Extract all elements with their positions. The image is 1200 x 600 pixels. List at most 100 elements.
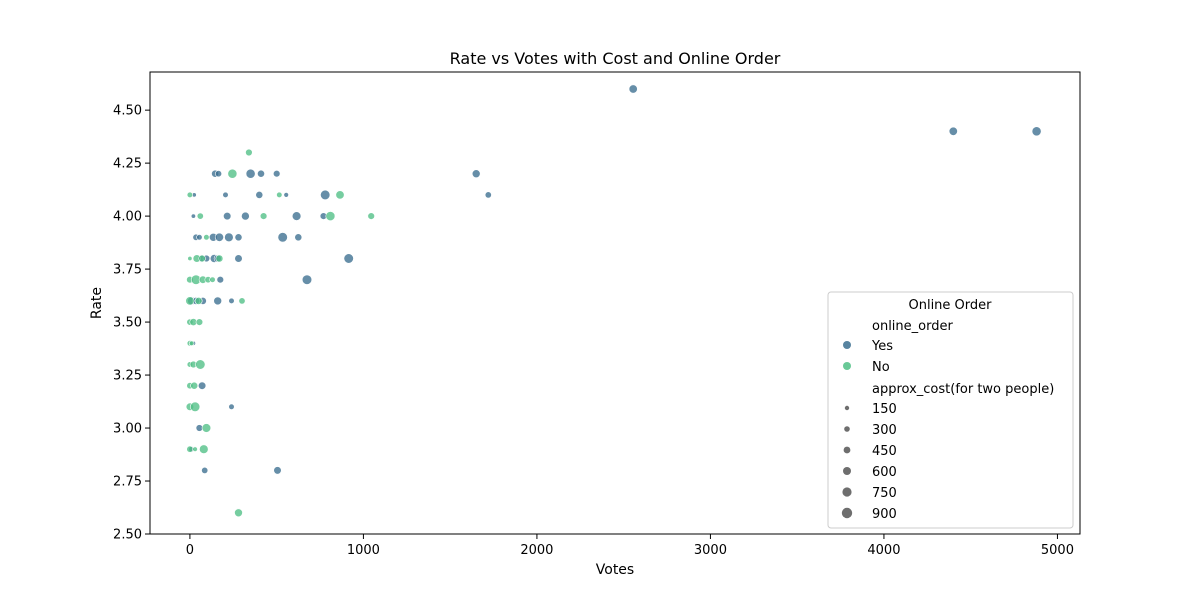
legend: Online Order online_order Yes No approx_c… (827, 291, 1074, 529)
y-tick-label: 3.50 (113, 316, 142, 331)
data-point-yes (301, 274, 313, 285)
data-point-yes (241, 211, 250, 221)
data-point-no (199, 444, 209, 454)
data-point-yes (190, 213, 196, 219)
data-point-yes (255, 190, 264, 199)
data-point-no (325, 211, 336, 221)
y-tick-label: 3.00 (113, 422, 142, 437)
legend-size-label: 300 (872, 423, 897, 438)
data-point-no (201, 423, 212, 433)
data-point-yes (273, 170, 281, 178)
legend-size-marker (842, 487, 852, 497)
x-axis-label: Votes (596, 562, 634, 578)
data-point-no (234, 508, 243, 518)
data-point-yes (224, 232, 234, 243)
data-point-yes (222, 191, 229, 198)
data-point-no (198, 254, 206, 263)
data-point-yes (273, 466, 282, 475)
legend-hue-label: Yes (871, 339, 893, 354)
data-point-yes (228, 403, 235, 410)
data-point-no (259, 212, 268, 220)
legend-swatch-no (843, 362, 851, 370)
data-point-yes (214, 232, 224, 242)
data-point-yes (948, 126, 958, 136)
data-point-yes (343, 253, 354, 264)
data-point-yes (198, 381, 207, 390)
y-axis-label: Rate (89, 287, 105, 319)
data-point-no (190, 381, 199, 390)
legend-size-marker (843, 446, 851, 454)
data-point-no (186, 191, 193, 198)
data-point-no (185, 296, 195, 306)
data-point-no (190, 401, 201, 412)
legend-size-label: 600 (872, 465, 897, 480)
data-point-no (195, 318, 204, 326)
plot-area (185, 84, 1042, 518)
y-tick-label: 4.00 (113, 210, 142, 225)
chart-title: Rate vs Votes with Cost and Online Order (450, 49, 781, 68)
legend-hue-label: No (872, 360, 890, 375)
legend-size-marker (844, 426, 850, 432)
data-point-yes (471, 169, 481, 178)
legend-size-marker (844, 405, 850, 411)
data-point-yes (1031, 126, 1042, 137)
x-tick-label: 3000 (694, 543, 727, 558)
data-point-yes (234, 254, 243, 263)
y-tick-label: 2.75 (113, 475, 142, 490)
data-point-yes (228, 297, 235, 305)
legend-frame (827, 291, 1074, 529)
x-axis: 0 1000 2000 3000 4000 5000 (186, 534, 1074, 558)
data-point-no (227, 168, 238, 179)
data-point-yes (320, 189, 331, 200)
plot-frame (149, 71, 1081, 535)
y-tick-label: 2.50 (113, 528, 142, 543)
data-point-no (276, 191, 283, 198)
data-point-no (215, 254, 224, 263)
data-point-no (186, 445, 194, 453)
y-axis: 2.50 2.75 3.00 3.25 3.50 3.75 4.00 4.25 4.50 (113, 104, 150, 543)
legend-size-marker (841, 507, 853, 519)
data-point-no (192, 446, 198, 452)
data-point-yes (628, 84, 638, 94)
data-point-yes (216, 276, 225, 284)
data-point-yes (294, 233, 303, 242)
data-point-no (195, 359, 206, 370)
data-point-no (335, 190, 345, 200)
legend-size-label: 900 (872, 507, 897, 522)
data-point-yes (484, 191, 492, 199)
data-point-yes (291, 211, 302, 221)
legend-size-label: 450 (872, 444, 897, 459)
data-point-yes (257, 169, 265, 178)
data-point-yes (196, 234, 203, 241)
data-point-yes (201, 466, 209, 474)
data-point-yes (215, 170, 223, 178)
x-tick-label: 1000 (347, 543, 380, 558)
y-tick-label: 4.50 (113, 104, 142, 119)
y-tick-label: 3.25 (113, 369, 142, 384)
x-tick-label: 5000 (1041, 543, 1074, 558)
data-point-no (367, 212, 375, 220)
data-point-no (188, 340, 195, 346)
data-point-yes (245, 168, 256, 179)
data-point-yes (213, 296, 222, 306)
x-tick-label: 2000 (520, 543, 553, 558)
data-point-yes (234, 233, 243, 242)
data-point-no (196, 212, 204, 220)
data-point-no (194, 296, 203, 305)
data-point-no (209, 276, 216, 283)
data-point-no (187, 255, 193, 261)
legend-size-label: 750 (872, 486, 897, 501)
y-tick-label: 3.75 (113, 263, 142, 278)
legend-size-label: 150 (872, 402, 897, 417)
legend-hue-title: online_order (872, 319, 953, 334)
data-point-no (203, 234, 210, 241)
data-point-no (245, 148, 253, 157)
data-point-no (238, 297, 246, 305)
legend-swatch-yes (843, 341, 851, 349)
legend-size-marker (843, 467, 851, 475)
y-tick-label: 4.25 (113, 157, 142, 172)
data-point-yes (283, 192, 289, 198)
data-point-yes (223, 212, 232, 221)
legend-title: Online Order (908, 298, 992, 313)
